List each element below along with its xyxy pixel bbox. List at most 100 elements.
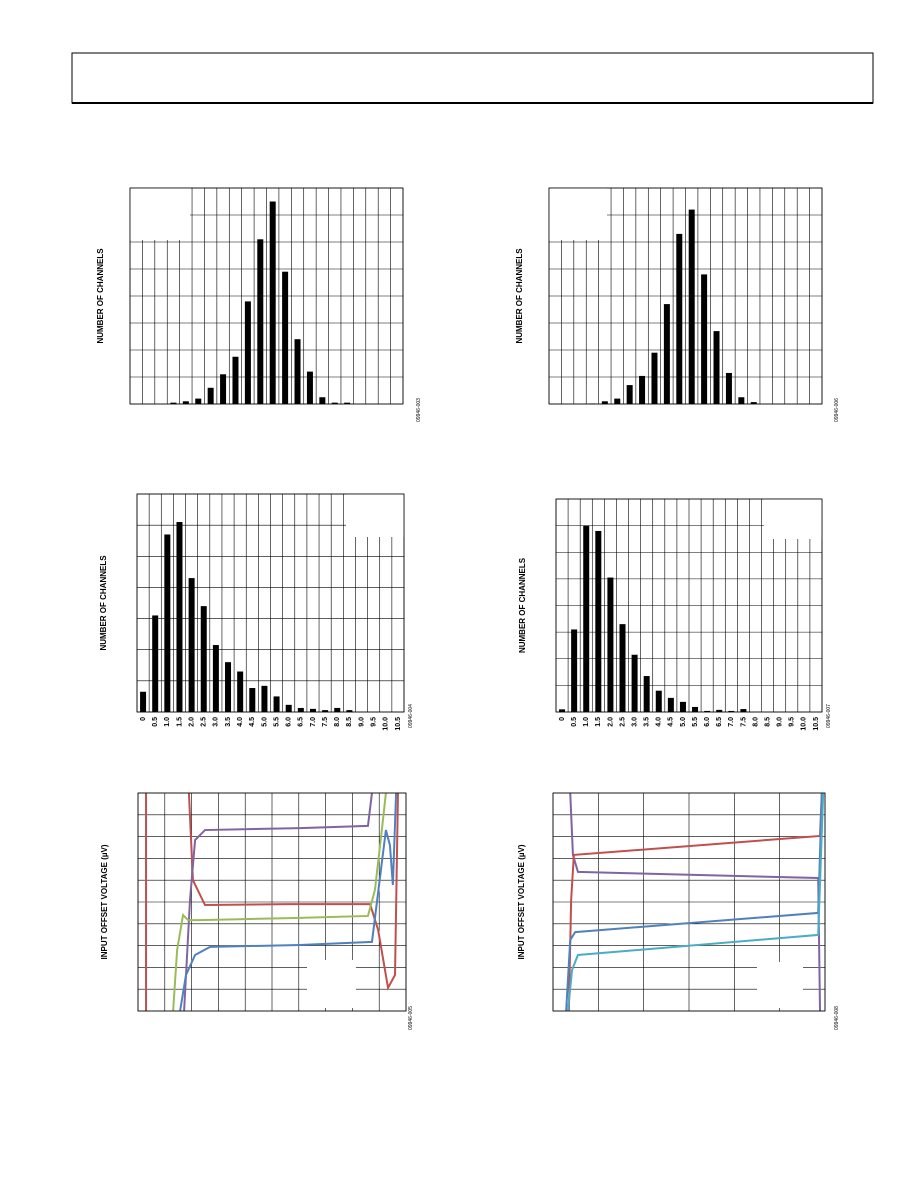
x-tick-label: 7.5 xyxy=(322,717,329,727)
bar xyxy=(583,525,590,712)
x-tick-label: 2.5 xyxy=(619,717,626,727)
plot-frame xyxy=(129,187,404,405)
x-tick-label: 1.5 xyxy=(595,717,602,727)
x-tick-label: 3.0 xyxy=(631,717,638,727)
bar xyxy=(639,375,646,404)
bar xyxy=(331,402,338,404)
x-tick-label: 6.5 xyxy=(716,717,723,727)
x-tick-label: 4.5 xyxy=(668,717,675,727)
plot-frame xyxy=(548,187,823,405)
bar xyxy=(631,654,638,712)
bar xyxy=(704,710,711,712)
figure-code: 09946-006 xyxy=(834,398,840,422)
bar xyxy=(701,274,708,404)
bar xyxy=(667,697,674,712)
bar xyxy=(282,271,289,404)
legend-blank xyxy=(757,962,803,1008)
bar xyxy=(601,401,608,404)
bar xyxy=(344,402,351,404)
bar xyxy=(619,624,626,712)
bar xyxy=(297,707,304,712)
bar xyxy=(716,709,723,712)
series-line xyxy=(179,792,398,1012)
bar xyxy=(319,397,326,404)
bar xyxy=(257,239,264,404)
y-axis-label: NUMBER OF CHANNELS xyxy=(515,248,524,344)
x-tick-label: 9.5 xyxy=(789,717,796,727)
x-tick-label: 4.0 xyxy=(237,717,244,727)
x-tick-label: 5.5 xyxy=(273,717,280,727)
x-tick-label: 2.5 xyxy=(201,717,208,727)
x-tick-label: 3.5 xyxy=(225,717,232,727)
x-tick-label: 10.0 xyxy=(383,717,390,731)
bar xyxy=(164,534,171,712)
bar xyxy=(182,401,189,404)
bar xyxy=(225,662,232,712)
x-tick-label: 6.0 xyxy=(704,717,711,727)
bar xyxy=(688,209,695,404)
bar xyxy=(237,671,244,712)
bar xyxy=(750,402,757,404)
bar xyxy=(195,398,202,404)
x-tick-label: 7.0 xyxy=(728,717,735,727)
y-axis-label: NUMBER OF CHANNELS xyxy=(518,557,527,653)
figure-code: 09946-005 xyxy=(408,1006,414,1030)
bar xyxy=(651,352,658,404)
x-tick-label: 2.0 xyxy=(607,717,614,727)
bar xyxy=(220,374,227,404)
figure-code: 09946-004 xyxy=(408,704,414,728)
bar xyxy=(713,331,720,404)
x-tick-label: 9.0 xyxy=(777,717,784,727)
plot-frame xyxy=(136,493,405,713)
bar xyxy=(140,691,147,712)
bar xyxy=(643,676,650,712)
x-tick-label: 0 xyxy=(559,717,566,721)
y-axis-label: INPUT OFFSET VOLTAGE (µV) xyxy=(517,844,526,959)
bar xyxy=(212,645,219,712)
x-tick-label: 5.0 xyxy=(680,717,687,727)
bar xyxy=(655,690,662,712)
x-tick-label: 8.0 xyxy=(752,717,759,727)
x-tick-label: 6.0 xyxy=(286,717,293,727)
bar xyxy=(244,301,251,404)
plot-frame xyxy=(137,792,407,1012)
x-tick-label: 1.5 xyxy=(176,717,183,727)
bar xyxy=(261,685,268,712)
bar xyxy=(626,385,633,404)
bar xyxy=(595,530,602,712)
legend-blank xyxy=(346,494,404,537)
x-tick-label: 1.0 xyxy=(164,717,171,727)
series-line xyxy=(187,792,399,991)
header-box xyxy=(71,52,874,104)
bar xyxy=(738,397,745,404)
bar xyxy=(176,522,183,712)
bar xyxy=(294,339,301,404)
x-tick-label: 4.5 xyxy=(249,717,256,727)
x-tick-label: 8.5 xyxy=(346,717,353,727)
bar xyxy=(170,402,177,404)
x-tick-label: 6.5 xyxy=(298,717,305,727)
x-tick-label: 4.0 xyxy=(656,717,663,727)
x-tick-label: 0 xyxy=(140,717,147,721)
bar xyxy=(249,688,256,712)
bar xyxy=(152,615,159,712)
x-tick-label: 3.5 xyxy=(644,717,651,727)
x-tick-label: 1.0 xyxy=(583,717,590,727)
x-tick-label: 10.0 xyxy=(801,717,808,731)
bar xyxy=(188,578,195,712)
x-tick-label: 10.5 xyxy=(813,717,820,731)
x-tick-label: 5.0 xyxy=(261,717,268,727)
y-axis-label: NUMBER OF CHANNELS xyxy=(99,555,108,651)
figure-code: 09946-008 xyxy=(834,1006,840,1030)
figure-code: 09946-007 xyxy=(826,704,832,728)
bar xyxy=(306,371,313,404)
bar xyxy=(334,707,341,712)
x-tick-label: 2.0 xyxy=(188,717,195,727)
x-tick-label: 7.5 xyxy=(740,717,747,727)
legend-blank xyxy=(549,188,607,240)
x-tick-label: 7.0 xyxy=(310,717,317,727)
bar xyxy=(614,398,621,404)
bar xyxy=(740,709,747,712)
bar xyxy=(269,201,276,404)
